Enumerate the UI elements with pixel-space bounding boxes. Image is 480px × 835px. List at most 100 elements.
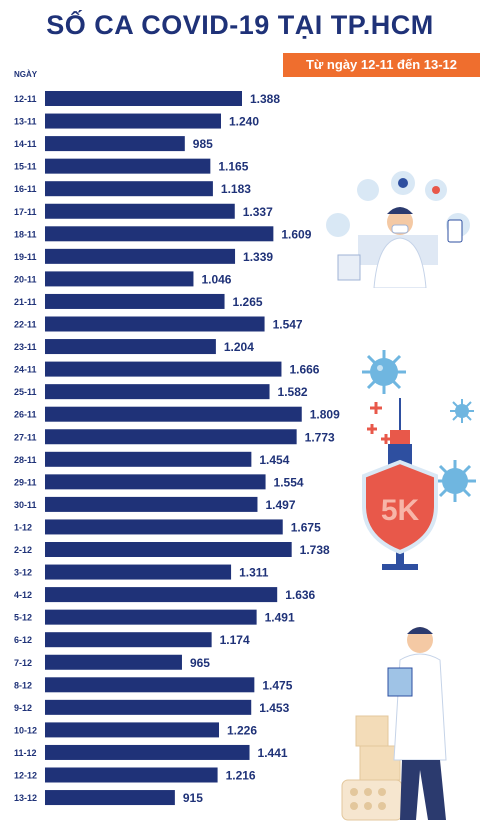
mask-icon: [391, 224, 409, 234]
category-label: 24-11: [14, 365, 37, 375]
value-label: 1.174: [220, 633, 250, 647]
value-label: 1.809: [310, 408, 340, 422]
value-label: 1.675: [291, 520, 321, 534]
category-label: 13-12: [14, 793, 37, 803]
bar: [45, 226, 274, 242]
value-label: 1.497: [265, 498, 295, 512]
doctor-hair: [387, 207, 413, 214]
value-label: 1.337: [243, 205, 273, 219]
category-label: 13-11: [14, 117, 37, 127]
box-icon: [355, 715, 389, 747]
category-label: 26-11: [14, 410, 37, 420]
value-label: 1.441: [258, 746, 288, 760]
bar: [45, 429, 297, 445]
category-label: 1-12: [14, 522, 32, 532]
doctor-boxes-illustration: [341, 627, 447, 821]
bar: [45, 339, 216, 355]
value-label: 1.609: [281, 227, 311, 241]
bar: [45, 248, 236, 264]
value-label: 1.582: [278, 385, 308, 399]
value-label: 1.388: [250, 92, 280, 106]
category-label: 11-12: [14, 748, 37, 758]
category-label: 22-11: [14, 320, 37, 330]
bar: [45, 361, 282, 377]
category-label: 6-12: [14, 635, 32, 645]
category-label: 20-11: [14, 274, 37, 284]
bar: [45, 587, 278, 603]
category-label: 7-12: [14, 658, 32, 668]
category-label: 17-11: [14, 207, 37, 217]
category-label: 30-11: [14, 500, 37, 510]
bar: [45, 699, 252, 715]
icon-bubble-4: [326, 213, 350, 237]
pill-icon: [398, 178, 408, 188]
clipboard-icon: [337, 254, 361, 281]
virus-icon: [362, 350, 406, 394]
syringe-illustration: 5K: [362, 398, 438, 570]
tuoitre-logo: [262, 808, 326, 828]
category-label: 8-12: [14, 680, 32, 690]
value-label: 1.738: [300, 543, 330, 557]
chart-subtitle: Từ ngày 12-11 đến 13-12: [283, 53, 480, 77]
y-axis-label: NGÀY: [14, 70, 38, 79]
value-label: 1.773: [305, 430, 335, 444]
bar: [45, 632, 212, 648]
clipboard-icon: [387, 667, 413, 697]
value-label: 1.240: [229, 115, 259, 129]
category-label: 29-11: [14, 477, 37, 487]
bar: [45, 316, 265, 332]
value-label: 1.547: [273, 318, 303, 332]
bar: [45, 722, 220, 738]
bar: [45, 790, 175, 806]
bar: [45, 654, 182, 670]
category-label: 4-12: [14, 590, 32, 600]
value-label: 1.216: [226, 769, 256, 783]
value-label: 1.311: [239, 566, 269, 580]
bar: [45, 158, 211, 174]
plus-icons: [367, 402, 391, 444]
category-label: 12-11: [14, 94, 37, 104]
bar: [45, 203, 235, 219]
value-label: 985: [193, 137, 213, 151]
doctor-coat: [373, 237, 427, 288]
value-label: 1.204: [224, 340, 254, 354]
value-label: 1.046: [201, 272, 231, 286]
value-label: 1.183: [221, 182, 251, 196]
category-label: 25-11: [14, 387, 37, 397]
category-label: 21-11: [14, 297, 37, 307]
value-label: 1.554: [274, 475, 304, 489]
value-label: 1.226: [227, 723, 257, 737]
category-label: 9-12: [14, 703, 32, 713]
heart-icon: [432, 186, 440, 194]
category-label: 28-11: [14, 455, 37, 465]
value-label: 1.453: [259, 701, 289, 715]
value-label: 1.165: [218, 160, 248, 174]
bar: [45, 609, 257, 625]
category-label: 2-12: [14, 545, 32, 555]
icon-bubble-1: [357, 179, 379, 201]
value-label: 965: [190, 656, 210, 670]
bar: [45, 451, 252, 467]
pill-pack-icon: [341, 779, 403, 821]
value-label: 915: [183, 791, 203, 805]
category-label: 14-11: [14, 139, 37, 149]
bar: [45, 293, 225, 309]
category-label: 12-12: [14, 771, 37, 781]
bar: [45, 542, 292, 557]
category-label: 23-11: [14, 342, 37, 352]
box-icon-2: [359, 745, 401, 781]
category-label: 18-11: [14, 229, 37, 239]
category-label: 19-11: [14, 252, 37, 262]
value-label: 1.339: [243, 250, 273, 264]
category-label: 15-11: [14, 162, 37, 172]
value-label: 1.491: [265, 611, 295, 625]
bar: [45, 384, 270, 400]
bar: [45, 564, 232, 580]
bar: [45, 474, 266, 490]
bar: [45, 136, 185, 152]
shield-label: 5K: [381, 494, 420, 527]
phone-icon: [447, 219, 463, 243]
bar: [45, 406, 302, 422]
chart-title: SỐ CA COVID-19 TẠI TP.HCM: [46, 10, 434, 40]
